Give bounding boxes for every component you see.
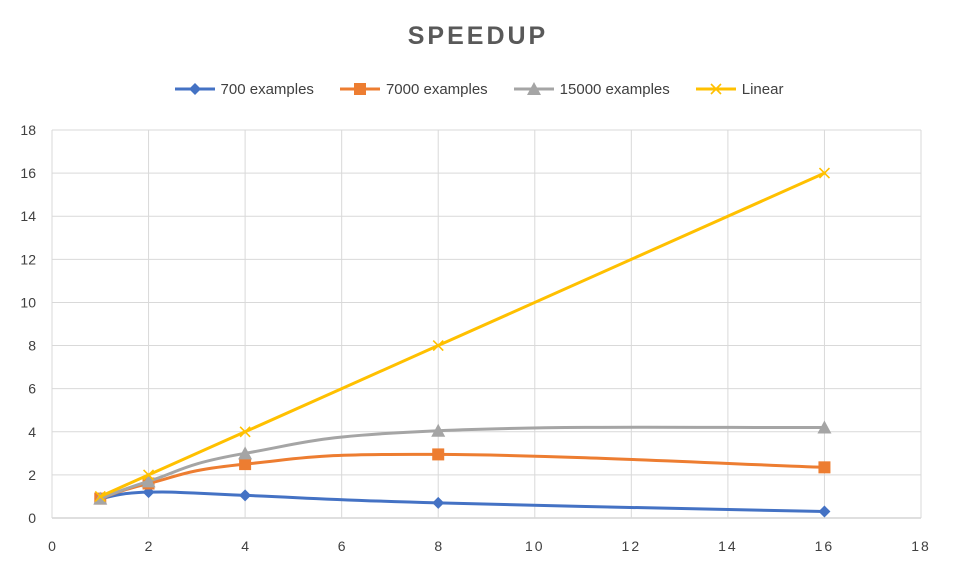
series-group (93, 167, 832, 518)
tick-labels: 0 2 4 6 8 10 12 14 16 18 0 2 4 6 8 10 12 14 16 18 (20, 122, 931, 554)
x-tick-label: 8 (434, 538, 442, 554)
data-point (94, 490, 106, 503)
data-point (239, 426, 251, 438)
y-tick-label: 16 (20, 165, 36, 181)
chart-legend: 700 examples 7000 examples 15000 examples L… (0, 79, 956, 99)
data-point (142, 469, 155, 481)
y-tick-label: 14 (20, 208, 36, 224)
legend-item: 15000 examples (512, 79, 670, 99)
y-tick-label: 10 (20, 294, 36, 310)
chart-title: SPEEDUP (407, 22, 549, 50)
series-line (98, 490, 826, 514)
data-point (431, 423, 446, 437)
legend-label: 7000 examples (385, 80, 488, 98)
data-point (432, 496, 445, 509)
x-tick-label: 18 (911, 538, 931, 554)
data-point (141, 474, 156, 488)
legend-swatch (339, 83, 380, 95)
y-tick-label: 4 (28, 424, 36, 440)
legend-swatch (513, 82, 554, 95)
series-2 (93, 420, 832, 505)
y-tick-label: 18 (20, 122, 36, 138)
y-tick-label: 8 (28, 338, 36, 354)
grid-lines (51, 129, 922, 519)
data-point (238, 446, 253, 460)
legend-swatch (695, 83, 736, 95)
x-tick-label: 16 (815, 538, 835, 554)
x-tick-label: 10 (525, 538, 545, 554)
legend-swatch (174, 83, 215, 95)
legend-label: 700 examples (220, 80, 314, 98)
legend-swatch-marker (526, 82, 541, 95)
legend-label: Linear (741, 80, 784, 98)
y-tick-label: 6 (28, 381, 36, 397)
series-3 (94, 167, 831, 503)
data-point (818, 461, 831, 474)
x-tick-label: 14 (718, 538, 738, 554)
legend-item: 7000 examples (338, 79, 488, 99)
x-tick-label: 4 (241, 538, 249, 554)
y-tick-label: 0 (28, 510, 36, 526)
data-point (818, 505, 831, 518)
data-point (239, 458, 252, 471)
legend-swatch-marker (188, 83, 201, 95)
legend-item: 700 examples (173, 79, 314, 99)
x-tick-label: 0 (48, 538, 56, 554)
data-point (432, 339, 444, 352)
y-tick-label: 12 (20, 251, 36, 267)
data-point (818, 167, 831, 179)
data-point (239, 489, 252, 502)
series-line (98, 171, 826, 498)
x-tick-label: 6 (338, 538, 346, 554)
legend-item: Linear (694, 79, 784, 99)
data-point (432, 448, 445, 461)
legend-swatch-marker (353, 83, 366, 95)
legend-swatch-marker (710, 83, 722, 95)
y-tick-label: 2 (28, 467, 36, 483)
x-tick-label: 2 (145, 538, 153, 554)
series-0 (94, 486, 831, 518)
legend-label: 15000 examples (559, 80, 670, 98)
data-point (817, 420, 832, 434)
series-1 (94, 448, 831, 505)
data-point (93, 491, 108, 505)
x-tick-label: 12 (622, 538, 642, 554)
